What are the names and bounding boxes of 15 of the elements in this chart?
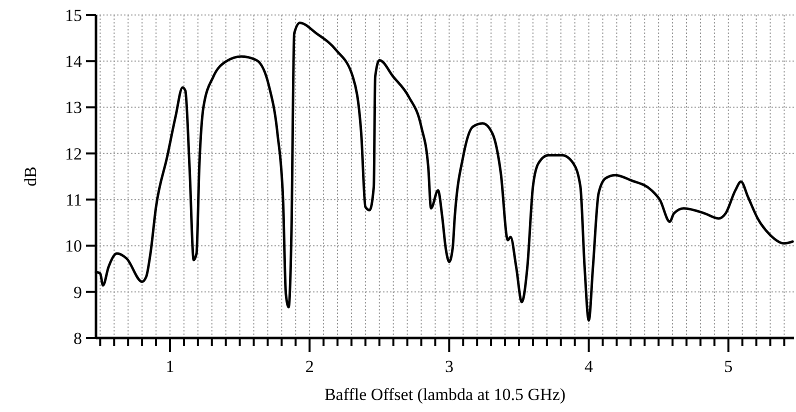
x-tick-label: 4 [584,357,594,376]
y-tick-label: 8 [74,328,82,348]
y-tick-label: 15 [65,6,82,25]
x-axis-title: Baffle Offset (lambda at 10.5 GHz) [324,385,566,404]
x-tick-label: 5 [724,357,733,376]
y-tick-label: 10 [65,236,82,256]
x-tick-label: 3 [444,357,454,376]
x-tick-label: 2 [305,357,314,376]
x-tick-label: 1 [166,357,174,376]
y-tick-label: 14 [65,52,82,72]
y-tick-label: 12 [65,144,82,164]
y-tick-label: 13 [65,98,82,118]
y-tick-label: 11 [66,190,82,210]
y-tick-label: 9 [74,282,82,302]
y-axis-title: dB [21,166,40,186]
